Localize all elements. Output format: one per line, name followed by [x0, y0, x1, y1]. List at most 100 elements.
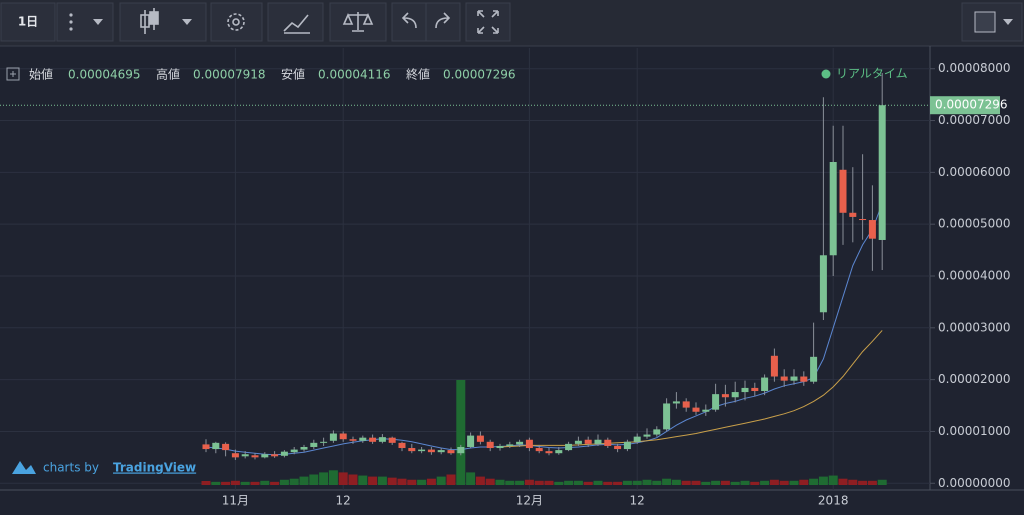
settings-button[interactable]: [210, 2, 263, 42]
watermark-brand[interactable]: TradingView: [113, 461, 196, 475]
volume-bar: [662, 478, 672, 485]
undo-icon: [401, 12, 417, 29]
realtime-dot: [821, 69, 831, 79]
volume-bar: [221, 481, 231, 485]
candle-body: [212, 442, 220, 450]
x-tick-label: 2018: [818, 494, 849, 508]
candle-body: [241, 454, 249, 457]
volume-bar: [622, 480, 632, 485]
candle-body: [859, 218, 867, 221]
fullscreen-button[interactable]: [465, 2, 511, 42]
volume-bar: [456, 380, 466, 485]
candle-body: [516, 441, 524, 445]
x-tick-label: 12: [630, 494, 645, 508]
volume-bar: [828, 475, 838, 485]
volume-bar: [818, 476, 828, 485]
y-tick-label: 0.00007000: [938, 113, 1011, 127]
candle-body: [839, 169, 847, 213]
volume-bar: [230, 480, 240, 485]
chart-style-button[interactable]: [119, 2, 207, 42]
volume-bar: [417, 479, 427, 485]
compare-icon: [342, 12, 374, 32]
candle-body: [702, 409, 710, 412]
candle-body: [633, 436, 641, 442]
open-label: 始値: [29, 67, 53, 82]
low-label: 安値: [281, 67, 305, 82]
volume-bar: [436, 476, 446, 485]
candle-body: [584, 439, 592, 444]
volume-bar: [681, 480, 691, 485]
volume-bar: [299, 476, 309, 485]
watermark[interactable]: charts by TradingView: [4, 455, 210, 481]
volume-bar: [603, 481, 613, 485]
volume-bar: [691, 480, 701, 485]
volume-bar: [858, 480, 868, 485]
volume-bar: [426, 478, 436, 485]
x-tick-label: 12: [336, 494, 351, 508]
volume-bar: [338, 472, 348, 485]
watermark-prefix: charts by: [43, 461, 99, 475]
candle-body: [506, 444, 514, 446]
volume-bar: [515, 480, 525, 485]
low-value: 0.00004116: [318, 68, 391, 82]
candle-body: [457, 446, 465, 454]
dot: [69, 27, 73, 31]
candle-body: [486, 441, 494, 449]
volume-bar: [270, 481, 280, 485]
close-label: 終値: [406, 67, 430, 82]
interval-label[interactable]: 1日: [18, 15, 38, 29]
legend-toggle[interactable]: [6, 67, 20, 81]
volume-bar: [701, 481, 711, 485]
interval-menu[interactable]: [56, 2, 114, 42]
volume-bar: [544, 480, 554, 485]
volume-bar: [671, 479, 681, 485]
candle-body: [320, 441, 328, 443]
x-tick-label: 12月: [516, 494, 543, 508]
interval-button[interactable]: [0, 2, 56, 42]
indicators-button[interactable]: [267, 2, 324, 42]
high-label: 高値: [156, 67, 180, 82]
volume-bar: [495, 479, 505, 485]
candle-body: [261, 454, 269, 458]
candle-body: [300, 446, 308, 450]
x-tick-label: 11月: [222, 494, 249, 508]
candle-body: [751, 387, 759, 392]
volume-bar: [789, 480, 799, 485]
y-tick-label: 0.00005000: [938, 217, 1011, 231]
candle-icon: [140, 8, 159, 34]
candle-body: [339, 433, 347, 440]
candle-body: [369, 437, 377, 442]
undo-button[interactable]: [391, 2, 427, 42]
volume-bar: [750, 481, 760, 485]
candle-body: [653, 429, 661, 435]
candle-body: [555, 450, 563, 454]
volume-bar: [720, 480, 730, 485]
candle-body: [280, 451, 288, 456]
volume-bar: [328, 470, 338, 485]
volume-bar: [799, 479, 809, 485]
volume-bar: [760, 480, 770, 485]
volume-bar: [769, 479, 779, 485]
redo-button[interactable]: [425, 2, 461, 42]
candle-body: [800, 376, 808, 382]
candle-body: [231, 453, 239, 458]
candle-body: [810, 356, 818, 382]
candle-body: [467, 435, 475, 447]
volume-bar: [524, 479, 534, 485]
volume-bar: [407, 479, 417, 485]
dropdown-arrow: [93, 19, 103, 25]
watermark-bg: [4, 455, 210, 481]
volume-bar: [711, 480, 721, 485]
y-tick-label: 0.00001000: [938, 424, 1011, 438]
volume-bar: [368, 476, 378, 485]
plus-icon: [10, 71, 16, 77]
volume-bar: [877, 479, 887, 485]
candle-body: [604, 439, 612, 446]
candle-body: [594, 439, 602, 444]
volume-bar: [564, 480, 574, 485]
volume-bar: [377, 476, 387, 485]
volume-bar: [240, 481, 250, 485]
volume-bar: [613, 481, 623, 485]
